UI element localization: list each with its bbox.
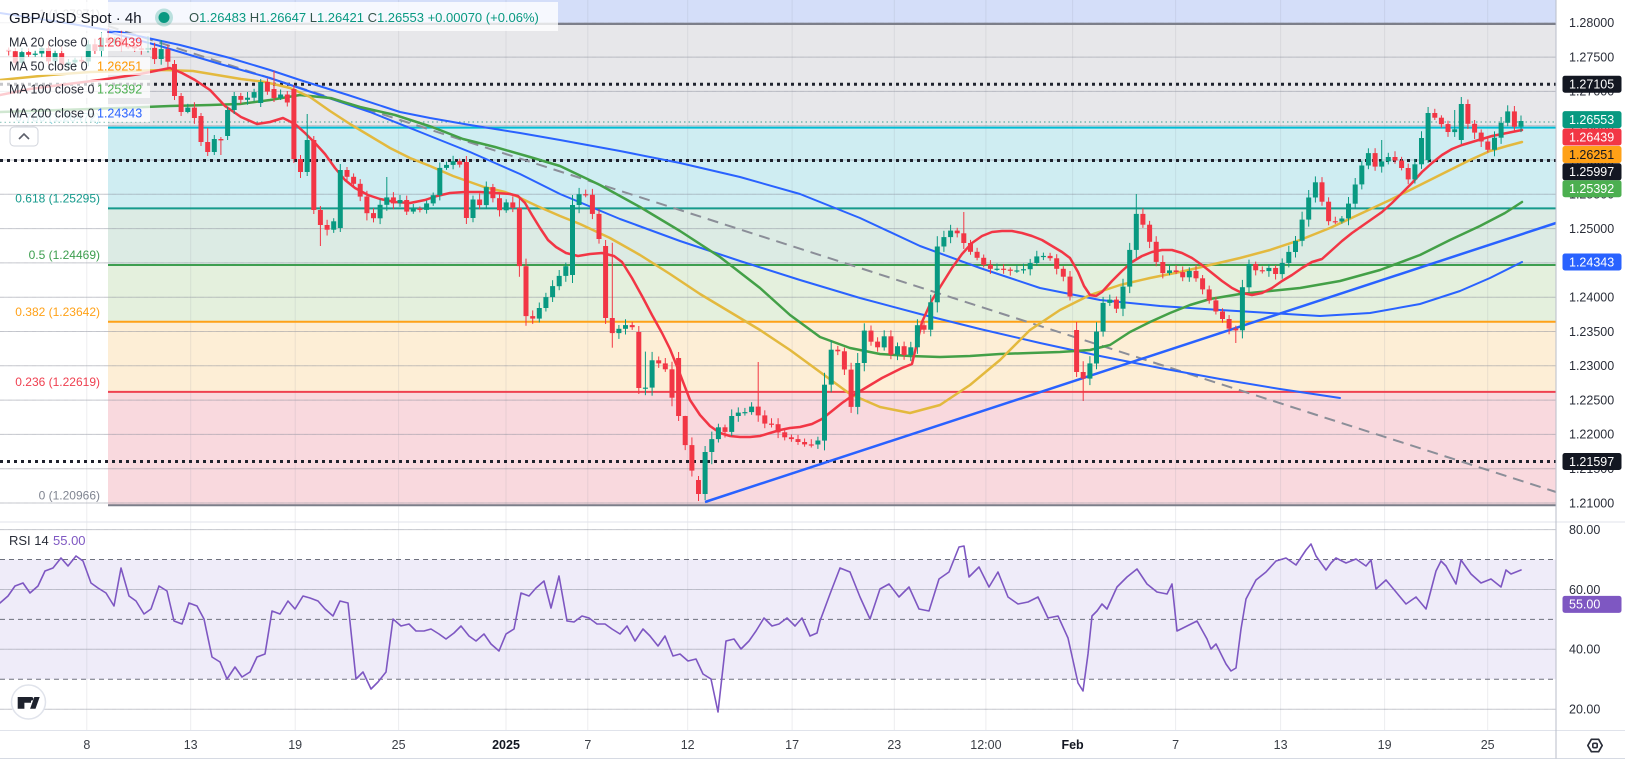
svg-text:80.00: 80.00 <box>1569 523 1600 537</box>
svg-text:19: 19 <box>288 738 302 752</box>
svg-text:20.00: 20.00 <box>1569 703 1600 717</box>
svg-text:1.21597: 1.21597 <box>1569 455 1614 469</box>
svg-text:1.26439: 1.26439 <box>97 36 142 50</box>
svg-text:GBP/USD Spot · 4h: GBP/USD Spot · 4h <box>9 10 142 27</box>
svg-text:17: 17 <box>785 738 799 752</box>
svg-text:0.236 (1.22619): 0.236 (1.22619) <box>15 375 100 389</box>
svg-text:19: 19 <box>1378 738 1392 752</box>
svg-text:1.23000: 1.23000 <box>1569 359 1614 373</box>
svg-text:60.00: 60.00 <box>1569 583 1600 597</box>
svg-text:1.28000: 1.28000 <box>1569 16 1614 30</box>
svg-text:1.27105: 1.27105 <box>1569 78 1614 92</box>
svg-text:7: 7 <box>584 738 591 752</box>
svg-text:Feb: Feb <box>1061 738 1084 752</box>
svg-text:7: 7 <box>1172 738 1179 752</box>
svg-text:MA 50 close 0: MA 50 close 0 <box>9 60 88 74</box>
svg-text:MA 100 close 0: MA 100 close 0 <box>9 83 95 97</box>
svg-text:0 (1.20966): 0 (1.20966) <box>39 488 100 502</box>
svg-text:O1.26483 H1.26647 L1.26421 C1.: O1.26483 H1.26647 L1.26421 C1.26553 +0.0… <box>189 10 539 25</box>
svg-text:1.22500: 1.22500 <box>1569 393 1614 407</box>
svg-text:0.618 (1.25295): 0.618 (1.25295) <box>15 191 100 205</box>
svg-text:1.25392: 1.25392 <box>97 83 142 97</box>
svg-text:13: 13 <box>184 738 198 752</box>
svg-text:13: 13 <box>1274 738 1288 752</box>
svg-text:1.26251: 1.26251 <box>1569 148 1614 162</box>
svg-text:8: 8 <box>83 738 90 752</box>
svg-text:25: 25 <box>392 738 406 752</box>
svg-text:12: 12 <box>681 738 695 752</box>
svg-text:0.5 (1.24469): 0.5 (1.24469) <box>29 248 100 262</box>
svg-text:RSI 14: RSI 14 <box>9 533 49 548</box>
svg-text:1.26251: 1.26251 <box>97 60 142 74</box>
svg-text:1.24000: 1.24000 <box>1569 291 1614 305</box>
svg-text:1.27500: 1.27500 <box>1569 50 1614 64</box>
svg-text:23: 23 <box>887 738 901 752</box>
svg-text:1.25997: 1.25997 <box>1569 165 1614 179</box>
svg-text:0.382 (1.23642): 0.382 (1.23642) <box>15 305 100 319</box>
svg-text:1.26553: 1.26553 <box>1569 113 1614 127</box>
svg-text:55.00: 55.00 <box>53 533 86 548</box>
svg-text:1.22000: 1.22000 <box>1569 428 1614 442</box>
svg-text:2025: 2025 <box>492 738 520 752</box>
svg-text:12:00: 12:00 <box>970 738 1001 752</box>
svg-text:1.23500: 1.23500 <box>1569 325 1614 339</box>
svg-text:1.25392: 1.25392 <box>1569 182 1614 196</box>
svg-text:1.24343: 1.24343 <box>97 107 142 121</box>
svg-text:MA 200 close 0: MA 200 close 0 <box>9 107 95 121</box>
svg-text:40.00: 40.00 <box>1569 643 1600 657</box>
svg-text:25: 25 <box>1481 738 1495 752</box>
svg-text:1.25000: 1.25000 <box>1569 222 1614 236</box>
svg-text:1.21000: 1.21000 <box>1569 496 1614 510</box>
svg-text:MA 20 close 0: MA 20 close 0 <box>9 36 88 50</box>
svg-text:1.26439: 1.26439 <box>1569 130 1614 144</box>
svg-text:55.00: 55.00 <box>1569 598 1600 612</box>
svg-text:1.24343: 1.24343 <box>1569 255 1614 269</box>
